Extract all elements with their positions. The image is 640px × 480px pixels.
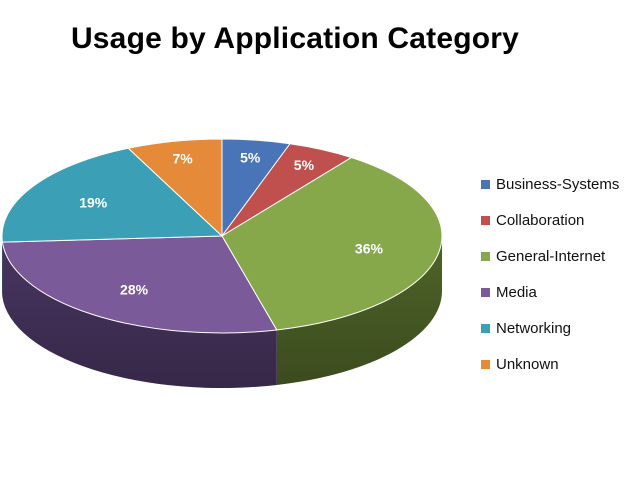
legend: Business-Systems Collaboration General-Int… bbox=[481, 166, 636, 382]
slice-label-business-systems: 5% bbox=[240, 149, 261, 165]
legend-label: Business-Systems bbox=[496, 175, 620, 193]
pie-slice-networking bbox=[1, 147, 223, 243]
pie-slice-general-internet bbox=[221, 157, 443, 331]
legend-swatch bbox=[481, 251, 490, 261]
legend-swatch bbox=[481, 215, 490, 225]
legend-label: Media bbox=[496, 283, 537, 301]
legend-item-media: Media bbox=[481, 274, 636, 310]
legend-item-networking: Networking bbox=[481, 310, 636, 346]
pie-side-shade bbox=[2, 242, 277, 388]
legend-item-business-systems: Business-Systems bbox=[481, 166, 636, 202]
legend-item-collaboration: Collaboration bbox=[481, 202, 636, 238]
legend-label: Unknown bbox=[496, 355, 559, 373]
pie-side-shade bbox=[276, 236, 442, 385]
slice-label-unknown: 7% bbox=[173, 150, 194, 166]
slice-label-media: 28% bbox=[120, 281, 149, 297]
chart-title: Usage by Application Category bbox=[70, 22, 520, 55]
legend-swatch bbox=[481, 323, 490, 333]
legend-swatch bbox=[481, 179, 490, 189]
slice-label-networking: 19% bbox=[79, 194, 108, 210]
legend-label: General-Internet bbox=[496, 247, 606, 265]
legend-item-general-internet: General-Internet bbox=[481, 238, 636, 274]
slice-label-general-internet: 36% bbox=[355, 240, 384, 256]
pie-slice-media bbox=[1, 235, 278, 334]
legend-swatch bbox=[481, 287, 490, 297]
legend-item-unknown: Unknown bbox=[481, 346, 636, 382]
legend-swatch bbox=[481, 359, 490, 369]
pie-slice-unknown bbox=[127, 138, 223, 237]
legend-label: Collaboration bbox=[496, 211, 585, 229]
slice-label-collaboration: 5% bbox=[294, 157, 315, 173]
legend-label: Networking bbox=[496, 319, 572, 337]
